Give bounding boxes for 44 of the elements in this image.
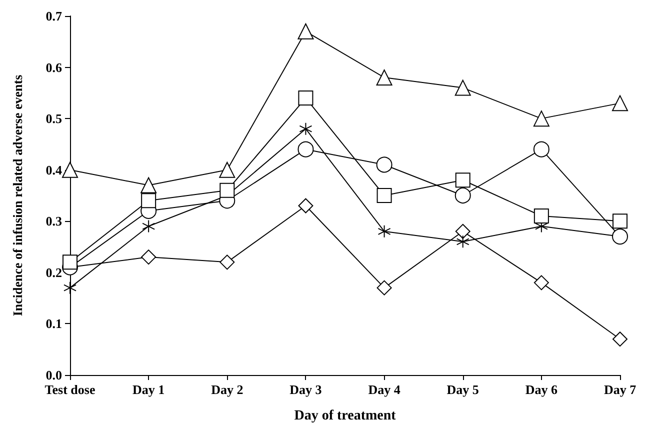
point [454,80,471,96]
point [612,214,628,229]
x-tick-label: Day 1 [132,382,165,397]
point [141,250,156,265]
point [220,182,235,198]
point [454,188,471,204]
y-tick-label: 0.0 [46,368,62,382]
point [298,90,314,106]
y-tick-label: 0.1 [46,316,62,332]
point [299,122,312,136]
point [533,141,550,158]
y-tick-label: 0.7 [46,8,62,24]
point [62,254,78,270]
point [533,110,550,127]
y-tick-label: 0.4 [46,162,62,178]
point [455,172,470,188]
point [612,95,628,112]
point [376,156,392,173]
x-tick-label: Day 2 [211,382,244,397]
point [219,162,236,178]
x-tick-label: Test dose [44,382,96,397]
x-tick-label: Day 6 [525,382,558,397]
y-tick-label: 0.3 [46,214,62,229]
point [141,193,156,208]
point [378,224,391,238]
point [298,141,314,158]
point [456,235,470,248]
x-tick-label: Day 5 [446,382,480,397]
y-tick-label: 0.6 [46,60,62,75]
point [534,208,549,224]
x-tick-label: Day 4 [368,382,401,397]
point [298,23,314,40]
y-axis-title: Incidence of infusion related adverse events [10,74,25,316]
point [62,162,78,178]
point [298,198,314,214]
x-tick-label: Day 3 [290,382,322,397]
x-tick-label: Day 7 [604,382,637,397]
y-tick-label: 0.5 [46,111,62,126]
point [376,188,392,203]
y-tick-label: 0.2 [46,264,62,280]
point [140,177,157,194]
point [142,220,156,233]
x-axis-title: Day of treatment [294,408,396,424]
point [64,281,76,294]
